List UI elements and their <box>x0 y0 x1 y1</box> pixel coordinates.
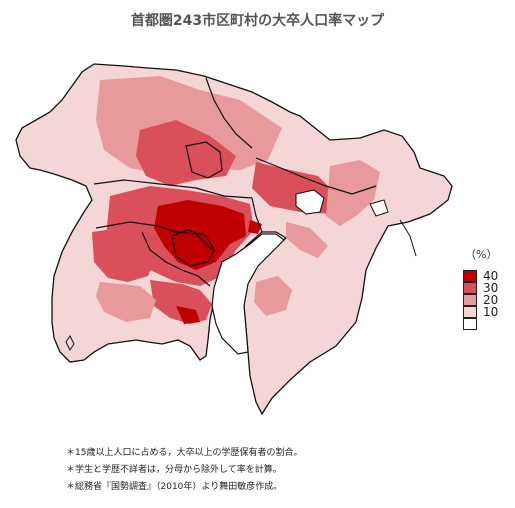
region-over40 <box>154 200 246 270</box>
legend-swatch <box>463 294 477 306</box>
legend-label: 30 <box>483 281 499 295</box>
legend-item: 30 <box>463 281 513 295</box>
legend-label: 10 <box>483 305 499 319</box>
legend-unit: （%） <box>465 248 498 261</box>
legend-swatch <box>463 270 477 282</box>
ward-border <box>171 229 215 267</box>
region-10to20 <box>96 282 156 322</box>
legend-item <box>463 318 513 330</box>
tokyo-kanagawa-border <box>141 231 211 287</box>
legend-swatch <box>463 318 477 330</box>
footnote: ＊15歳以上人口に占める，大卒以上の学歴保有者の割合。 <box>66 448 303 458</box>
chiba-west-border <box>251 197 263 233</box>
coast-inlet <box>65 335 75 351</box>
legend-swatch <box>463 282 477 294</box>
city-border <box>185 141 223 179</box>
region-shading <box>92 76 380 324</box>
footnote: ＊学生と学歴不詳者は，分母から除外して率を計算。 <box>66 465 282 475</box>
region-10to20 <box>286 222 328 258</box>
tokyo-bay <box>211 233 285 355</box>
ibaraki-chiba-border <box>255 157 377 195</box>
lake-small <box>369 199 389 217</box>
saitama-border <box>93 179 253 199</box>
region-20to30 <box>136 120 236 186</box>
legend-label: 20 <box>483 293 499 307</box>
legend-item: 40 <box>463 269 513 283</box>
boso-east-coast <box>399 219 417 257</box>
legend-item: 10 <box>463 305 513 319</box>
footnotes: ＊15歳以上人口に占める，大卒以上の学歴保有者の割合。 ＊学生と学歴不詳者は，分… <box>66 445 506 496</box>
legend-swatch <box>463 306 477 318</box>
legend-label: 40 <box>483 269 499 283</box>
gunma-tochigi-border <box>205 77 253 149</box>
region-10to20 <box>254 276 292 316</box>
region-over40 <box>176 306 200 324</box>
prefecture-borders <box>93 77 377 287</box>
lake-kasumigaura <box>295 189 325 215</box>
region-20to30 <box>92 228 156 282</box>
footnote: ＊総務省『国勢調査』（2010年）より舞田敏彦作成。 <box>66 482 283 492</box>
tokyo-border <box>95 221 213 251</box>
region-10to20 <box>326 160 380 226</box>
legend-item: 20 <box>463 293 513 307</box>
map-title: 首都圏243市区町村の大卒人口率マップ <box>130 13 385 29</box>
